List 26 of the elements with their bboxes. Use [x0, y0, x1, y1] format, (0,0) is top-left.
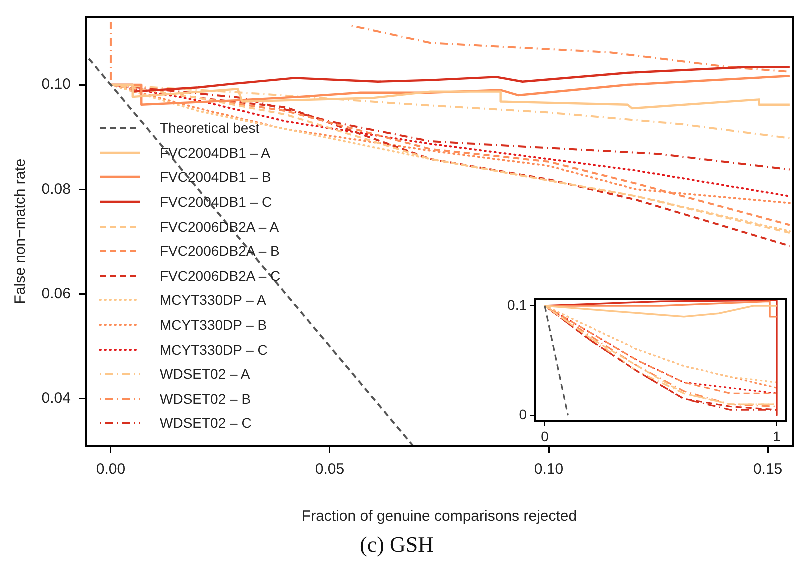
legend-label: FVC2004DB1 – A [160, 144, 271, 161]
legend-label: FVC2006DB2A – B [160, 243, 280, 260]
legend-label: WDSET02 – B [160, 390, 252, 407]
y-tick-label: 0.06 [42, 285, 71, 302]
x-tick-label: 0.05 [315, 461, 345, 478]
legend-label: MCYT330DP – B [160, 317, 268, 334]
y-tick-label: 0.10 [42, 76, 71, 94]
x-tick-label: 0.10 [534, 461, 564, 478]
legend-label: FVC2006DB2A – A [160, 218, 280, 235]
y-tick-label: 0.08 [42, 180, 71, 198]
legend-label: FVC2004DB1 – C [160, 194, 272, 210]
legend-label: WDSET02 – A [160, 366, 250, 382]
x-tick-label: 0.00 [96, 461, 126, 478]
legend-label: FVC2006DB2A – C [160, 268, 281, 284]
legend-label: FVC2004DB1 – B [160, 169, 272, 186]
y-axis-title: False non−match rate [12, 158, 30, 304]
legend-label: MCYT330DP – A [160, 292, 266, 308]
x-tick-label: 1 [773, 428, 782, 444]
text: (c) GSH [359, 532, 435, 558]
legend-label: Theoretical best [160, 120, 260, 136]
x-axis-title: Fraction of genuine comparisons rejected [302, 508, 578, 526]
x-tick-label: 0.15 [753, 461, 783, 478]
y-tick-label: 0.04 [42, 390, 71, 408]
y-tick-label: 0.1 [508, 296, 528, 313]
legend-label: WDSET02 – C [160, 415, 252, 432]
legend-label: MCYT330DP – C [160, 342, 268, 358]
